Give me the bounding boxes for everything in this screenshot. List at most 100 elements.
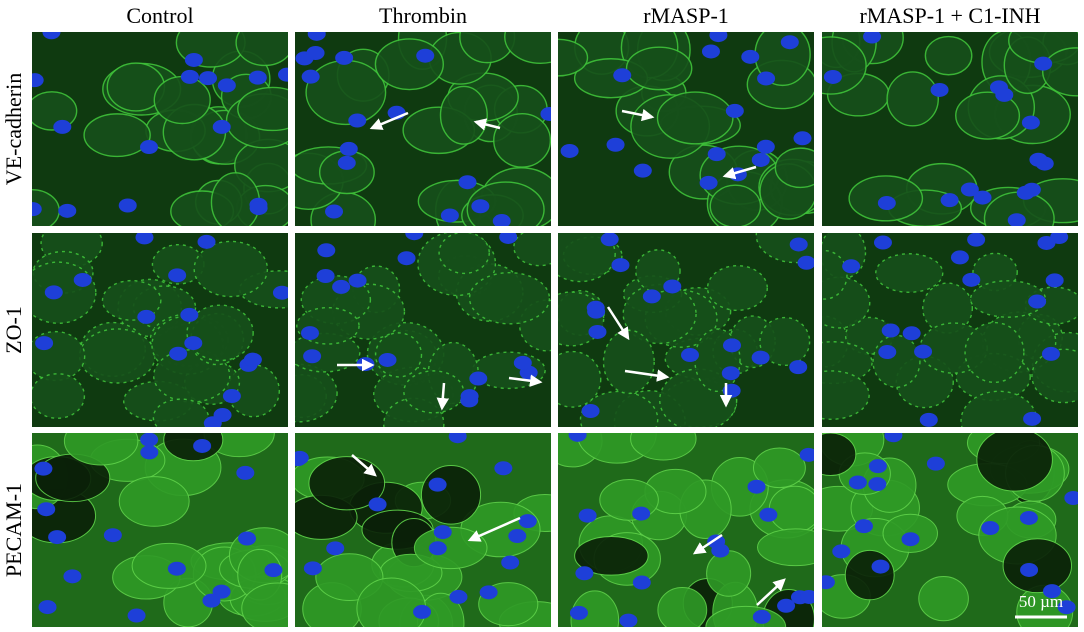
cell <box>83 113 151 158</box>
arrow <box>722 165 757 180</box>
arrow <box>351 454 377 477</box>
nucleus <box>588 324 607 339</box>
cell <box>193 240 269 298</box>
cell <box>976 433 1053 492</box>
nucleus <box>1045 273 1064 288</box>
cell <box>774 147 814 189</box>
nucleus <box>180 69 199 84</box>
cell <box>356 577 427 627</box>
nucleus <box>881 323 900 338</box>
nucleus <box>1057 600 1076 615</box>
nucleus <box>469 371 488 386</box>
cell <box>918 575 969 622</box>
nucleus <box>613 68 632 83</box>
nucleus <box>701 44 720 59</box>
micrograph-panel <box>32 233 288 427</box>
cell <box>706 550 752 597</box>
nucleus <box>317 243 336 258</box>
nucleus <box>725 103 744 118</box>
nucleus <box>494 461 513 476</box>
nucleus <box>508 529 527 544</box>
panel-content <box>558 233 814 427</box>
panel-content <box>32 233 288 427</box>
nucleus <box>140 433 159 447</box>
nucleus <box>42 32 61 40</box>
nucleus <box>199 71 218 86</box>
nucleus <box>35 336 54 351</box>
nucleus <box>301 69 320 84</box>
nucleus <box>751 350 770 365</box>
nucleus <box>940 193 959 208</box>
nucleus <box>752 609 771 624</box>
cell <box>844 549 895 601</box>
nucleus <box>919 412 938 427</box>
nucleus <box>513 355 532 370</box>
cell <box>759 316 811 367</box>
nucleus <box>711 543 730 558</box>
nucleus <box>1029 152 1048 167</box>
cell <box>886 71 939 127</box>
nucleus <box>339 141 358 156</box>
nucleus <box>44 285 63 300</box>
nucleus <box>780 35 799 50</box>
nucleus <box>32 73 44 88</box>
nucleus <box>642 289 661 304</box>
cell <box>513 233 551 267</box>
nucleus <box>799 447 814 462</box>
cell <box>420 465 482 525</box>
nucleus <box>950 250 969 265</box>
cell <box>186 304 254 362</box>
cell <box>466 181 545 226</box>
cell <box>493 113 551 168</box>
nucleus <box>569 605 588 620</box>
cell <box>822 433 857 477</box>
nucleus <box>428 541 447 556</box>
cell <box>752 447 806 489</box>
nucleus <box>448 433 467 444</box>
micrograph-panel <box>32 433 288 627</box>
nucleus <box>1037 235 1056 250</box>
nucleus <box>1042 584 1061 599</box>
arrow <box>692 533 723 555</box>
nucleus <box>854 519 873 534</box>
nucleus <box>213 408 232 423</box>
nucleus <box>797 255 814 270</box>
nucleus <box>303 561 322 576</box>
nucleus <box>53 119 72 134</box>
nucleus <box>243 352 262 367</box>
nucleus <box>1028 294 1047 309</box>
nucleus <box>217 78 236 93</box>
nucleus <box>337 155 356 170</box>
nucleus <box>458 175 477 190</box>
cell <box>657 586 708 627</box>
nucleus <box>848 475 867 490</box>
cell <box>32 373 86 419</box>
arrow <box>467 516 521 542</box>
nucleus <box>307 32 326 41</box>
cell <box>295 363 338 423</box>
cell <box>757 528 814 567</box>
panel-content <box>295 433 551 627</box>
cell <box>403 370 465 414</box>
row-label: VE-cadherin <box>1 73 26 185</box>
nucleus <box>960 182 979 197</box>
nucleus <box>368 497 387 512</box>
nucleus <box>34 461 53 476</box>
nucleus <box>238 531 257 546</box>
nucleus <box>884 433 903 443</box>
nucleus <box>799 589 814 604</box>
arrow <box>624 369 670 382</box>
nucleus <box>140 140 159 155</box>
nucleus <box>721 366 740 381</box>
nucleus <box>348 113 367 128</box>
cell <box>822 249 848 300</box>
panel-content <box>822 233 1078 427</box>
nucleus <box>1007 213 1026 226</box>
nucleus <box>303 349 322 364</box>
nucleus <box>633 163 652 178</box>
nucleus <box>518 514 537 529</box>
nucleus <box>440 208 459 223</box>
cell <box>558 38 589 77</box>
nucleus <box>632 506 651 521</box>
nucleus <box>600 233 619 247</box>
